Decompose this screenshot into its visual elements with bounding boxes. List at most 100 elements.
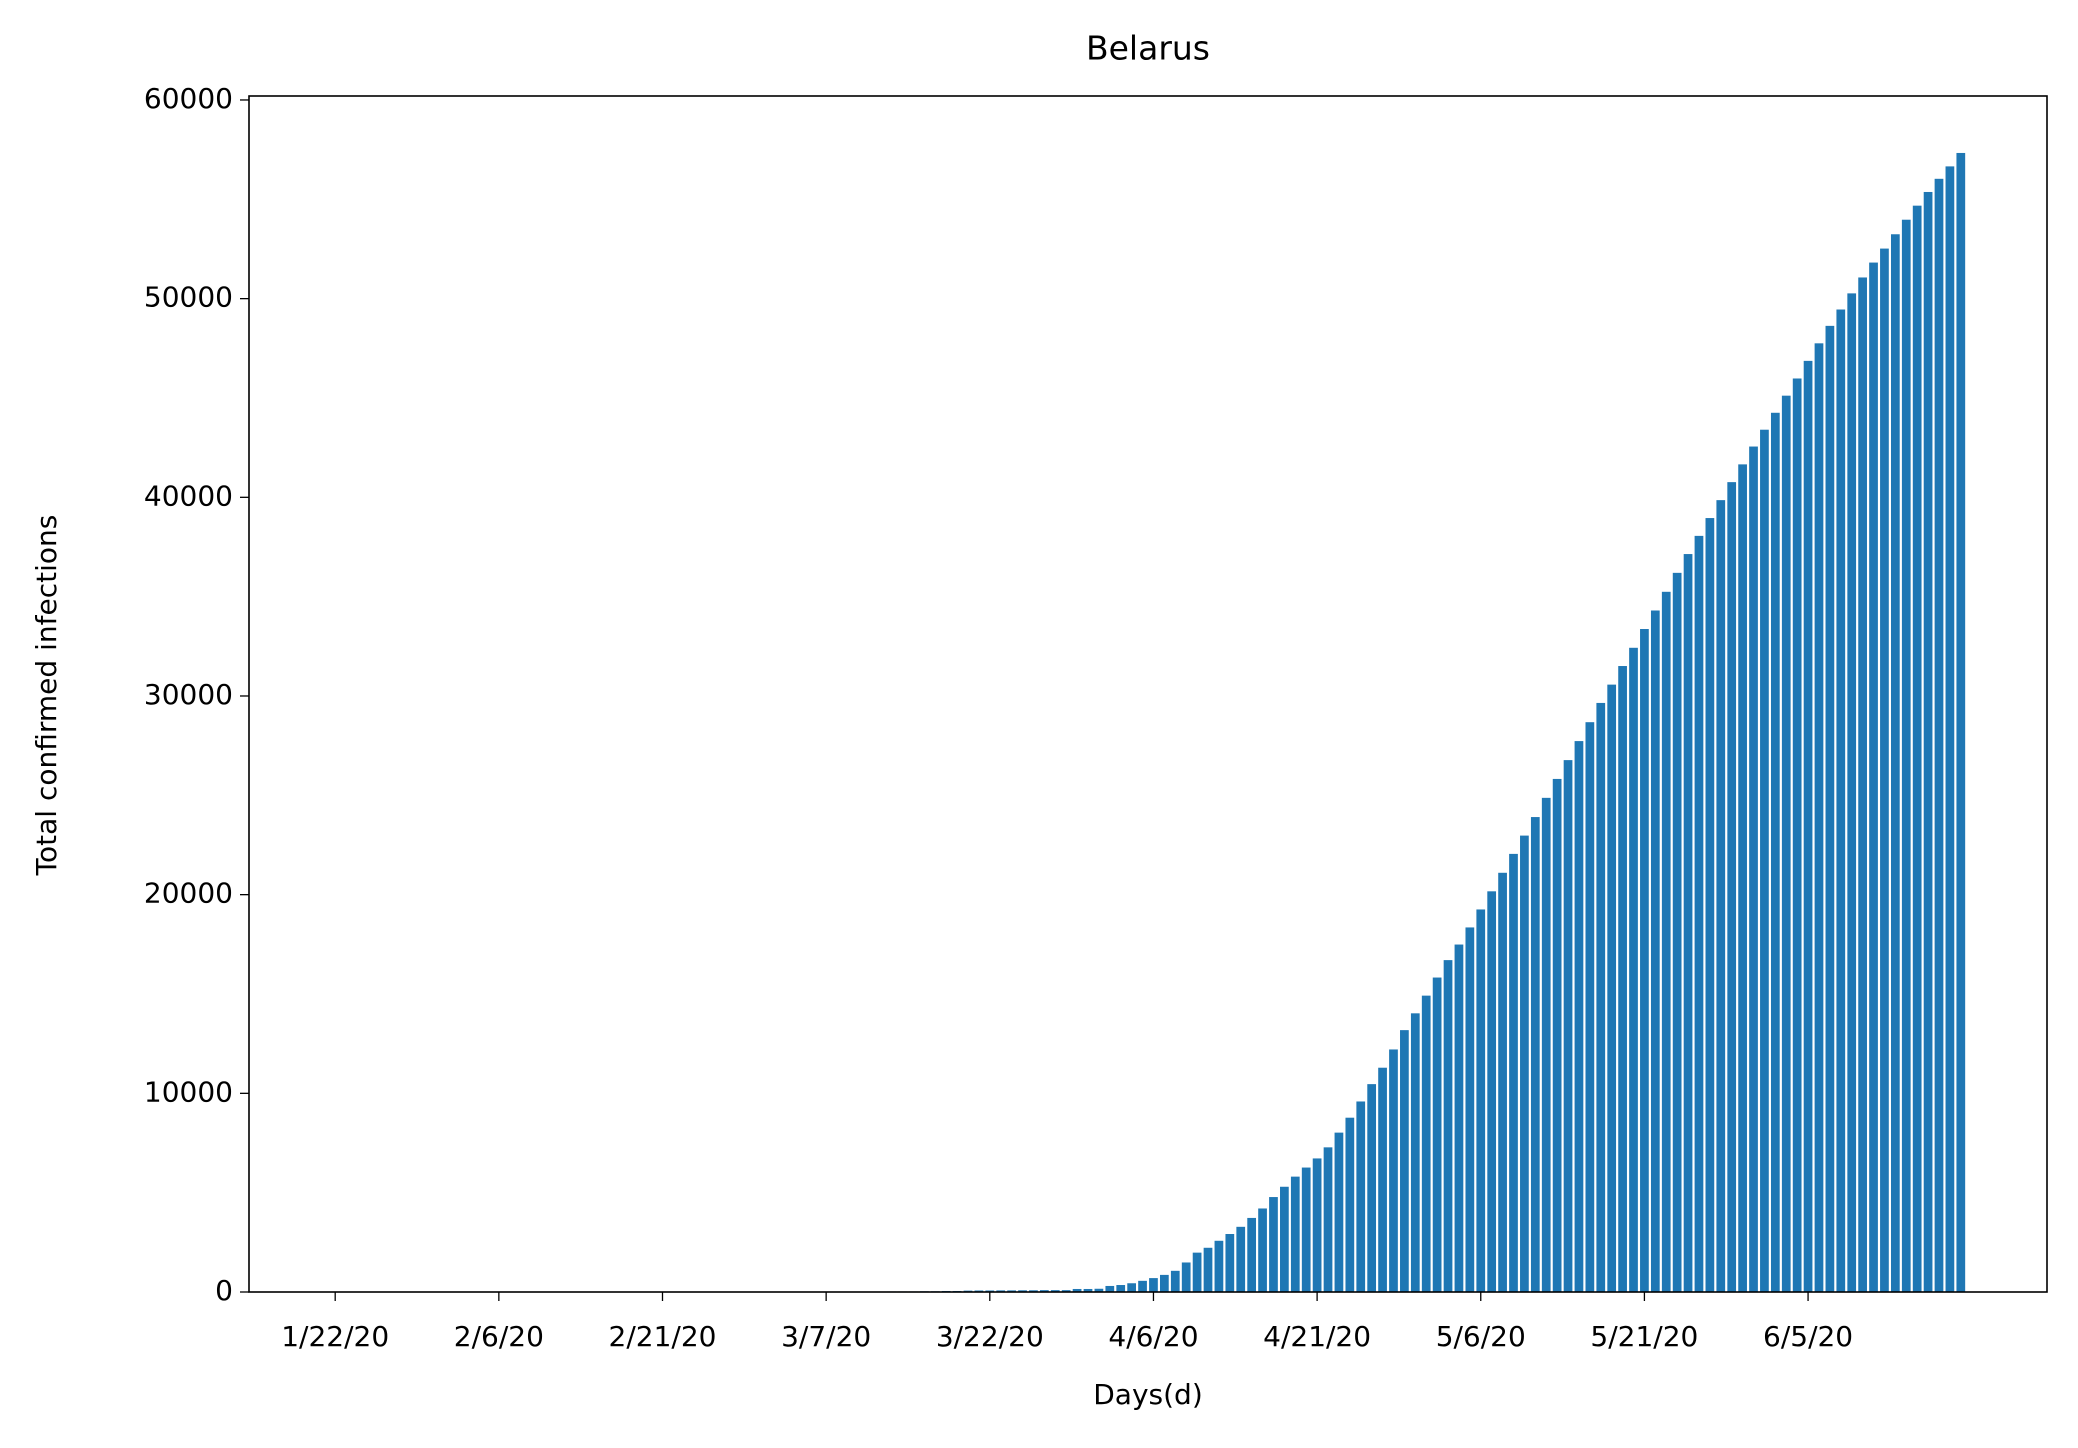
bar [1160,1274,1169,1292]
bar [1661,591,1671,1292]
bar [1072,1288,1082,1292]
bar [1705,518,1715,1292]
bar [1792,378,1802,1292]
bar [1716,500,1726,1293]
bar [1149,1278,1158,1292]
bar [1356,1101,1366,1292]
bar [1432,977,1442,1292]
bar [1389,1049,1398,1292]
bar [1050,1290,1060,1292]
bar [1596,702,1606,1292]
bar [1083,1288,1093,1292]
bar [1225,1234,1235,1292]
bar [1454,944,1464,1292]
bar [1640,629,1649,1292]
bar [1498,872,1507,1292]
bar [1400,1030,1409,1292]
y-tick-label: 50000 [144,281,233,314]
bar [1181,1262,1191,1292]
y-tick-label: 10000 [144,1075,233,1108]
bar [1683,554,1693,1292]
bar [1672,572,1682,1292]
chart-title: Belarus [1086,29,1210,68]
x-tick-label: 2/6/20 [454,1320,544,1353]
bar [1312,1158,1322,1292]
bar [1912,205,1922,1292]
bar [1280,1186,1289,1292]
bar [1738,464,1747,1292]
x-tick-label: 5/21/20 [1590,1320,1698,1353]
bar [1694,535,1704,1292]
bar [1727,482,1737,1292]
y-tick-label: 60000 [144,82,233,115]
bar [1192,1252,1202,1292]
x-tick-label: 5/6/20 [1436,1320,1526,1353]
bar [1214,1240,1224,1292]
bar [1760,429,1769,1292]
x-tick-label: 3/7/20 [781,1320,871,1353]
bar [1007,1290,1016,1292]
bar [1585,722,1595,1292]
y-axis-label: Total confirmed infections [30,515,63,877]
bar [1029,1290,1038,1292]
bar [1956,152,1966,1293]
y-tick-label: 0 [215,1274,233,1307]
bar [1487,891,1497,1292]
x-tick-label: 6/5/20 [1763,1320,1853,1353]
plot-frame [248,95,2048,1293]
bar [1127,1283,1136,1292]
bar [1443,960,1453,1292]
bar [1781,395,1791,1292]
bar [1814,343,1824,1292]
bar [1247,1217,1257,1292]
bar [1847,293,1857,1292]
bar [1421,995,1431,1292]
bar [1203,1247,1213,1292]
bar [1105,1285,1115,1292]
bar [1378,1067,1387,1292]
bar [1803,360,1813,1293]
bar [1039,1290,1049,1292]
bar [1269,1197,1278,1292]
bar [1607,684,1617,1292]
bar [1901,219,1911,1292]
bar [1236,1226,1246,1292]
bar [1869,262,1878,1292]
bar [1170,1270,1180,1292]
bar [1618,666,1627,1292]
bar [1836,309,1846,1292]
bar [1094,1288,1104,1292]
bar [1552,778,1562,1292]
x-tick-label: 4/6/20 [1108,1320,1198,1353]
x-tick-label: 3/22/20 [936,1320,1044,1353]
bar [1410,1013,1420,1292]
bar [996,1290,1006,1292]
bar [1323,1147,1333,1292]
y-tick-label: 40000 [144,479,233,512]
bar [1530,817,1540,1292]
bar [1934,178,1944,1292]
x-tick-label: 1/22/20 [281,1320,389,1353]
x-tick-label: 2/21/20 [609,1320,717,1353]
bar [1770,412,1780,1292]
y-tick-label: 30000 [144,678,233,711]
bar [1629,647,1638,1292]
bar [1465,927,1475,1292]
bar [1858,277,1867,1292]
bar [1018,1290,1027,1292]
bar [1563,760,1573,1292]
bar [1541,797,1551,1292]
bar [1061,1290,1071,1292]
bar [1138,1280,1147,1292]
bar [1574,741,1584,1292]
bar [1290,1176,1300,1292]
bar [1520,835,1529,1292]
bar [1345,1117,1355,1292]
bar [1367,1084,1377,1292]
y-tick-label: 20000 [144,877,233,910]
bar [1476,909,1486,1292]
bar [1334,1132,1344,1292]
bar [1890,234,1900,1292]
bar [1301,1167,1311,1292]
